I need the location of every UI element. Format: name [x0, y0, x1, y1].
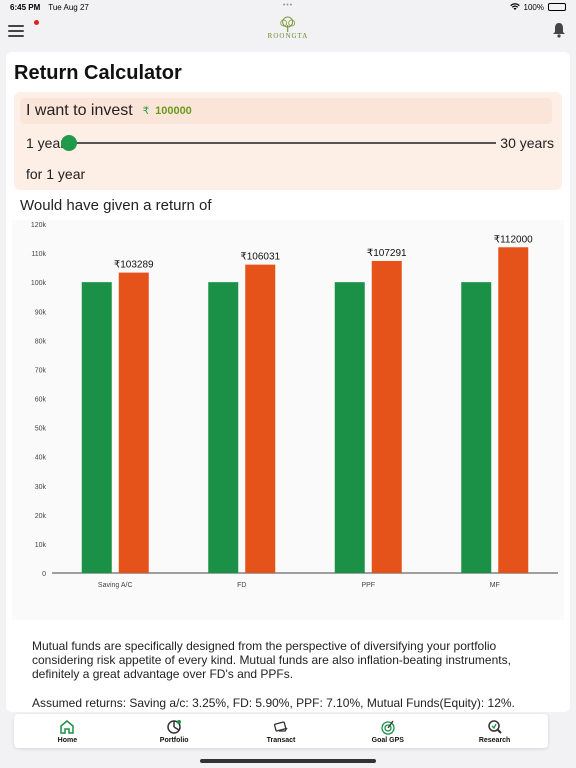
- multitasking-dots-icon[interactable]: •••: [282, 2, 294, 9]
- tab-portfolio[interactable]: Portfolio: [121, 714, 228, 748]
- y-tick-label: 110k: [31, 251, 46, 258]
- slider-track[interactable]: [60, 135, 497, 151]
- wifi-icon: [509, 3, 520, 10]
- battery-icon: [548, 3, 566, 11]
- y-tick-label: 50k: [35, 426, 47, 433]
- goal-gps-icon: [381, 720, 395, 735]
- tab-research[interactable]: Research: [441, 714, 548, 748]
- bar: [461, 282, 492, 573]
- bar: [334, 282, 365, 573]
- bottom-tab-bar: Home Portfolio Transact Goal GPS Researc…: [14, 714, 548, 748]
- bar: [118, 272, 149, 573]
- status-bar: 6:45 PM Tue Aug 27 ••• 100%: [0, 0, 576, 14]
- tab-transact[interactable]: Transact: [228, 714, 335, 748]
- tab-label-goal-gps: Goal GPS: [371, 736, 404, 744]
- logo-text: ROONGTA: [267, 32, 309, 40]
- y-tick-label: 60k: [35, 397, 47, 404]
- tab-label-portfolio: Portfolio: [159, 736, 189, 744]
- transact-icon: [273, 720, 288, 732]
- return-chart: 0 10k 20k 30k 40k 50k 60k 70k 80k 90k 100k 110k 120k…: [12, 220, 564, 620]
- invest-label: I want to invest: [26, 102, 133, 119]
- x-tick-label: MF: [490, 582, 500, 589]
- bar: [371, 260, 402, 573]
- page-title: Return Calculator: [14, 62, 182, 84]
- y-tick-label: 10k: [35, 542, 47, 549]
- status-time: 6:45 PM: [10, 2, 41, 12]
- amount-input[interactable]: [155, 105, 256, 117]
- bar: [81, 282, 112, 573]
- hamburger-menu-icon[interactable]: [8, 25, 24, 37]
- y-tick-label: 0: [42, 571, 46, 578]
- x-tick-label: FD: [237, 582, 246, 589]
- status-right: 100%: [509, 2, 566, 12]
- y-tick-label: 40k: [35, 455, 47, 462]
- bell-icon[interactable]: [552, 22, 566, 38]
- y-tick-label: 70k: [35, 367, 47, 374]
- data-label: ₹106031: [240, 252, 280, 263]
- x-tick-label: Saving A/C: [98, 582, 133, 589]
- status-date: Tue Aug 27: [48, 2, 89, 12]
- calculator-card: Return Calculator I want to invest ₹ 1 y…: [6, 52, 570, 712]
- invest-panel: I want to invest ₹ 1 year 30 years for 1…: [14, 92, 562, 190]
- data-label: ₹103289: [114, 260, 154, 271]
- return-bar-chart: 0 10k 20k 30k 40k 50k 60k 70k 80k 90k 100k 110k 120k…: [31, 222, 558, 589]
- battery-percent: 100%: [523, 2, 544, 12]
- x-tick-label: PPF: [361, 582, 375, 589]
- years-slider[interactable]: 1 year 30 years: [26, 132, 554, 154]
- tab-home[interactable]: Home: [14, 714, 121, 748]
- app-logo: ROONGTA: [268, 16, 309, 40]
- y-tick-label: 30k: [35, 484, 47, 491]
- tab-label-transact: Transact: [266, 736, 296, 744]
- assumed-returns-text: Assumed returns: Saving a/c: 3.25%, FD: …: [32, 696, 515, 710]
- rupee-icon: ₹: [142, 105, 150, 117]
- slider-min-label: 1 year: [26, 135, 65, 151]
- y-tick-label: 100k: [31, 280, 47, 287]
- data-label: ₹107291: [367, 248, 407, 259]
- bar: [245, 264, 276, 573]
- bar: [498, 247, 529, 573]
- tab-label-research: Research: [478, 736, 511, 744]
- description-text: Mutual funds are specifically designed f…: [32, 639, 511, 681]
- home-indicator[interactable]: [200, 759, 376, 763]
- tab-label-home: Home: [57, 736, 78, 744]
- tree-logo-icon: [280, 16, 296, 32]
- y-tick-label: 20k: [35, 513, 47, 520]
- tab-goal-gps[interactable]: Goal GPS: [334, 714, 441, 748]
- portfolio-icon: [167, 719, 182, 734]
- app-header: ROONGTA: [0, 14, 576, 48]
- bar: [208, 282, 239, 573]
- slider-thumb[interactable]: [60, 135, 77, 151]
- invest-row: I want to invest ₹: [20, 98, 552, 124]
- return-label: Would have given a return of: [20, 197, 212, 214]
- period-label: for 1 year: [26, 166, 86, 182]
- y-tick-label: 90k: [35, 309, 47, 316]
- research-icon: [487, 719, 502, 734]
- y-tick-label: 120k: [31, 222, 47, 229]
- slider-max-label: 30 years: [500, 135, 554, 151]
- notification-dot: [34, 20, 39, 25]
- y-tick-label: 80k: [35, 338, 47, 345]
- data-label: ₹112000: [494, 234, 533, 245]
- home-icon: [60, 719, 75, 734]
